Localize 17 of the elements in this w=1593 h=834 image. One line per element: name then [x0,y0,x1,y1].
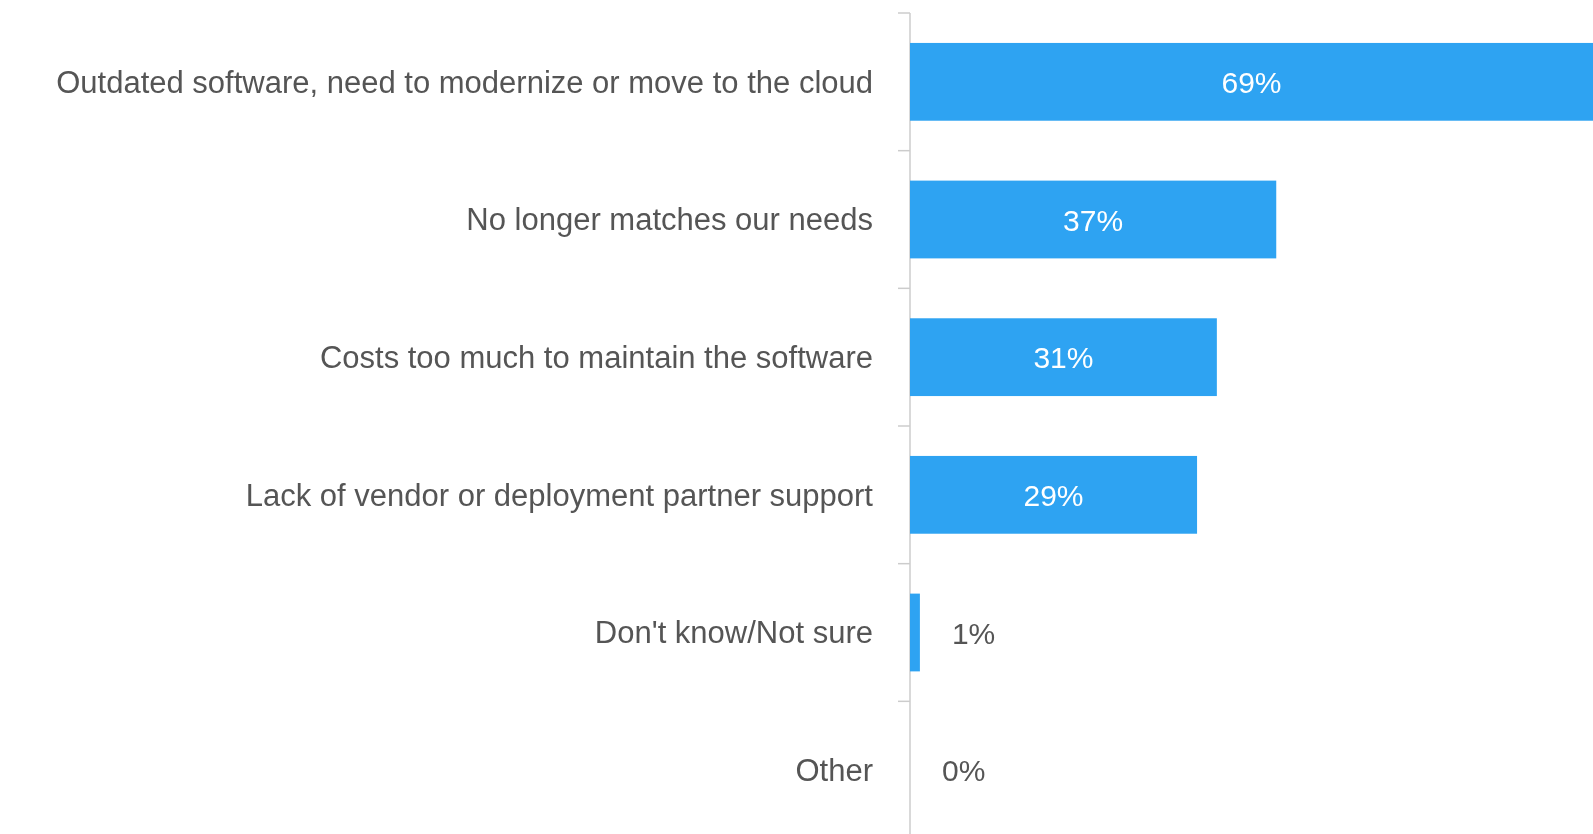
y-tick-label: No longer matches our needs [466,202,873,238]
bar [910,455,1198,534]
y-tick-label: Costs too much to maintain the software [319,340,873,376]
y-tick-label: Other [795,753,873,789]
data-label: 31% [1033,341,1094,375]
bar [910,318,1217,397]
y-tick-label: Lack of vendor or deployment partner support [245,477,874,513]
bar [910,42,1593,121]
bar [910,593,920,672]
data-label: 37% [1063,203,1124,237]
y-tick-label: Outdated software, need to modernize or move to the cloud [56,64,873,100]
data-label: 1% [951,616,996,650]
y-tick-label: Don't know/Not sure [594,615,873,651]
data-label: 0% [942,754,986,788]
bar [910,180,1277,259]
data-label: 29% [1023,478,1084,512]
data-label: 69% [1221,65,1282,99]
